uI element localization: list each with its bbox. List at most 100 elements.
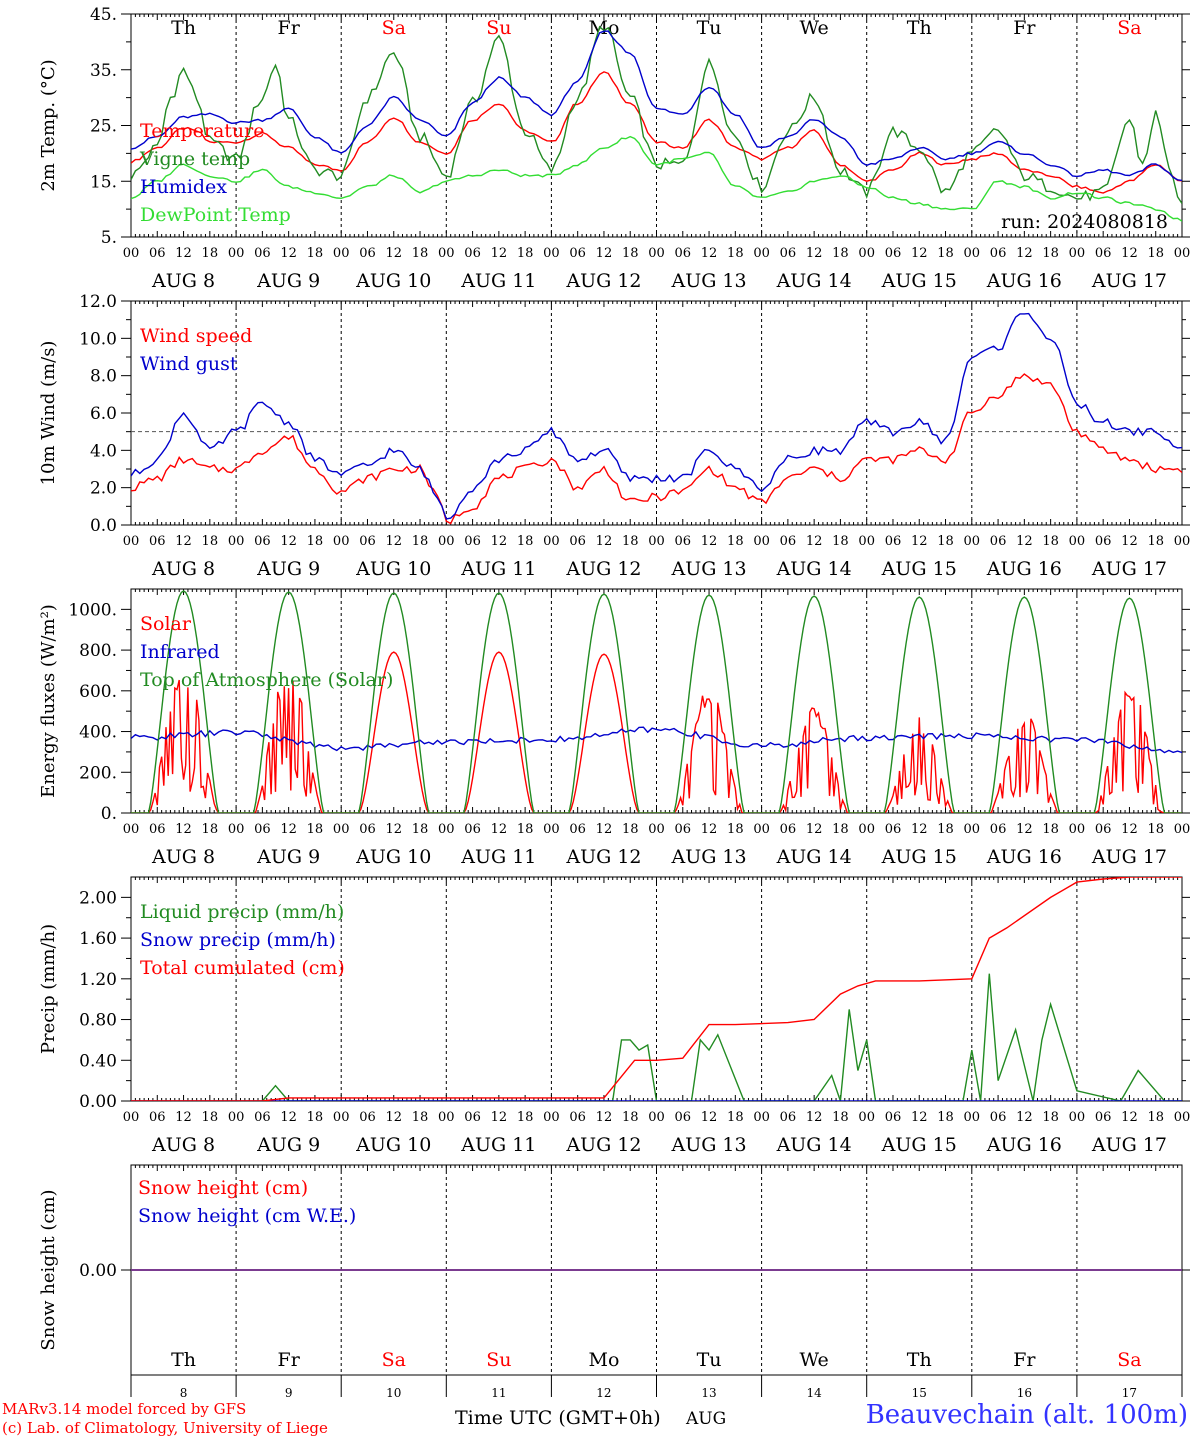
y-axis-label: 10m Wind (m/s) bbox=[38, 341, 59, 486]
hour-tick-label: 00 bbox=[543, 822, 560, 837]
date-label: AUG 14 bbox=[776, 846, 852, 868]
date-label: AUG 11 bbox=[460, 846, 536, 868]
hour-tick-label: 00 bbox=[543, 534, 560, 549]
panel-1: 5. 15. 25. 35. 45. 2m Temp. (°C) 00 06 12 18 00 06 1… bbox=[38, 5, 1190, 292]
hour-tick-label: 00 bbox=[858, 246, 875, 261]
date-label: AUG 12 bbox=[565, 1134, 641, 1156]
day-number-label: 12 bbox=[596, 1386, 611, 1400]
hour-tick-label: 18 bbox=[412, 1110, 429, 1125]
y-tick-label: 8.0 bbox=[90, 367, 117, 387]
date-label: AUG 9 bbox=[256, 1134, 320, 1156]
hour-tick-label: 06 bbox=[1095, 1110, 1112, 1125]
date-label: AUG 17 bbox=[1091, 270, 1167, 292]
hour-tick-label: 12 bbox=[491, 822, 508, 837]
date-label: AUG 16 bbox=[986, 558, 1062, 580]
legend-entry: Wind gust bbox=[140, 353, 238, 375]
hour-tick-label: 18 bbox=[1147, 822, 1164, 837]
hour-tick-label: 18 bbox=[727, 534, 744, 549]
hour-tick-label: 18 bbox=[1042, 822, 1059, 837]
day-number-label: 14 bbox=[807, 1386, 823, 1400]
y-tick-label: 400. bbox=[79, 723, 117, 743]
date-label: AUG 16 bbox=[986, 270, 1062, 292]
y-tick-label: 25. bbox=[90, 117, 117, 137]
y-tick-label: 600. bbox=[79, 682, 117, 702]
y-tick-label: 15. bbox=[90, 172, 117, 192]
legend-entry: Snow height (cm W.E.) bbox=[138, 1205, 356, 1227]
hour-tick-label: 06 bbox=[254, 246, 271, 261]
hour-tick-label: 18 bbox=[202, 246, 219, 261]
hour-tick-label: 18 bbox=[937, 246, 954, 261]
weekday-label: Th bbox=[171, 17, 196, 39]
hour-tick-label: 06 bbox=[569, 246, 586, 261]
date-label: AUG 8 bbox=[151, 270, 215, 292]
y-tick-label: 1.20 bbox=[79, 970, 117, 990]
hour-tick-label: 00 bbox=[964, 1110, 981, 1125]
y-tick-label: 0.80 bbox=[79, 1011, 117, 1031]
y-axis-label: Precip (mm/h) bbox=[38, 924, 59, 1054]
hour-tick-label: 00 bbox=[438, 822, 455, 837]
weekday-label: We bbox=[800, 17, 829, 39]
hour-tick-label: 12 bbox=[491, 1110, 508, 1125]
date-label: AUG 8 bbox=[151, 558, 215, 580]
hour-tick-label: 00 bbox=[753, 822, 770, 837]
hour-tick-label: 18 bbox=[727, 822, 744, 837]
station-label: Beauvechain (alt. 100m) bbox=[865, 1400, 1188, 1430]
hour-tick-label: 12 bbox=[596, 1110, 613, 1125]
hour-tick-label: 12 bbox=[806, 246, 823, 261]
y-tick-label: 0.00 bbox=[79, 1092, 117, 1112]
hour-tick-label: 00 bbox=[858, 822, 875, 837]
day-number-label: 17 bbox=[1122, 1386, 1137, 1400]
series-line-infrared bbox=[131, 726, 1182, 754]
hour-tick-label: 00 bbox=[333, 1110, 350, 1125]
hour-tick-label: 06 bbox=[359, 246, 376, 261]
hour-tick-label: 00 bbox=[123, 534, 140, 549]
y-axis-label: 2m Temp. (°C) bbox=[38, 59, 59, 191]
month-label: AUG bbox=[685, 1409, 726, 1429]
y-tick-label: 0.40 bbox=[79, 1051, 117, 1071]
date-label: AUG 12 bbox=[565, 270, 641, 292]
panel-5: 0.00 Snow height (cm) Th Fr Sa Su Mo Tu We Th Fr Sa… bbox=[38, 1164, 1190, 1429]
date-label: AUG 10 bbox=[355, 846, 431, 868]
hour-tick-label: 18 bbox=[412, 822, 429, 837]
y-tick-label: 200. bbox=[79, 763, 117, 783]
hour-tick-label: 00 bbox=[123, 1110, 140, 1125]
hour-tick-label: 06 bbox=[780, 246, 797, 261]
date-label: AUG 15 bbox=[881, 558, 957, 580]
y-tick-label: 0.00 bbox=[79, 1261, 117, 1281]
date-label: AUG 8 bbox=[151, 1134, 215, 1156]
hour-tick-label: 18 bbox=[517, 246, 534, 261]
weekday-label: Sa bbox=[1117, 17, 1141, 39]
credit-line-model: MARv3.14 model forced by GFS bbox=[2, 1400, 247, 1418]
series-line-solar bbox=[131, 651, 1182, 813]
hour-tick-label: 12 bbox=[175, 246, 192, 261]
day-number-label: 10 bbox=[386, 1386, 401, 1400]
hour-tick-label: 12 bbox=[1121, 822, 1138, 837]
weekday-label: Fr bbox=[278, 17, 301, 39]
weekday-label: Th bbox=[907, 17, 932, 39]
hour-tick-label: 18 bbox=[832, 822, 849, 837]
hour-tick-label: 06 bbox=[149, 246, 166, 261]
hour-tick-label: 18 bbox=[832, 1110, 849, 1125]
y-tick-label: 800. bbox=[79, 641, 117, 661]
hour-tick-label: 12 bbox=[1016, 822, 1033, 837]
day-number-label: 11 bbox=[491, 1386, 506, 1400]
y-tick-label: 1000. bbox=[68, 600, 117, 620]
hour-tick-label: 18 bbox=[622, 534, 639, 549]
hour-tick-label: 06 bbox=[675, 1110, 692, 1125]
hour-tick-label: 00 bbox=[753, 246, 770, 261]
hour-tick-label: 00 bbox=[543, 246, 560, 261]
hour-tick-label: 00 bbox=[648, 1110, 665, 1125]
date-label: AUG 10 bbox=[355, 270, 431, 292]
legend-entry: Liquid precip (mm/h) bbox=[140, 901, 344, 923]
hour-tick-label: 18 bbox=[937, 1110, 954, 1125]
hour-tick-label: 18 bbox=[727, 1110, 744, 1125]
hour-tick-label: 06 bbox=[254, 822, 271, 837]
hour-tick-label: 18 bbox=[1042, 1110, 1059, 1125]
weekday-label: Tu bbox=[697, 17, 722, 39]
hour-tick-label: 12 bbox=[1121, 534, 1138, 549]
weekday-label: Fr bbox=[1013, 17, 1036, 39]
hour-tick-label: 00 bbox=[1069, 534, 1086, 549]
panel-2: 0.0 2.0 4.0 6.0 8.0 10.0 12.0 10m Wind (m/s) 00 0… bbox=[38, 292, 1190, 580]
hour-tick-label: 06 bbox=[149, 1110, 166, 1125]
